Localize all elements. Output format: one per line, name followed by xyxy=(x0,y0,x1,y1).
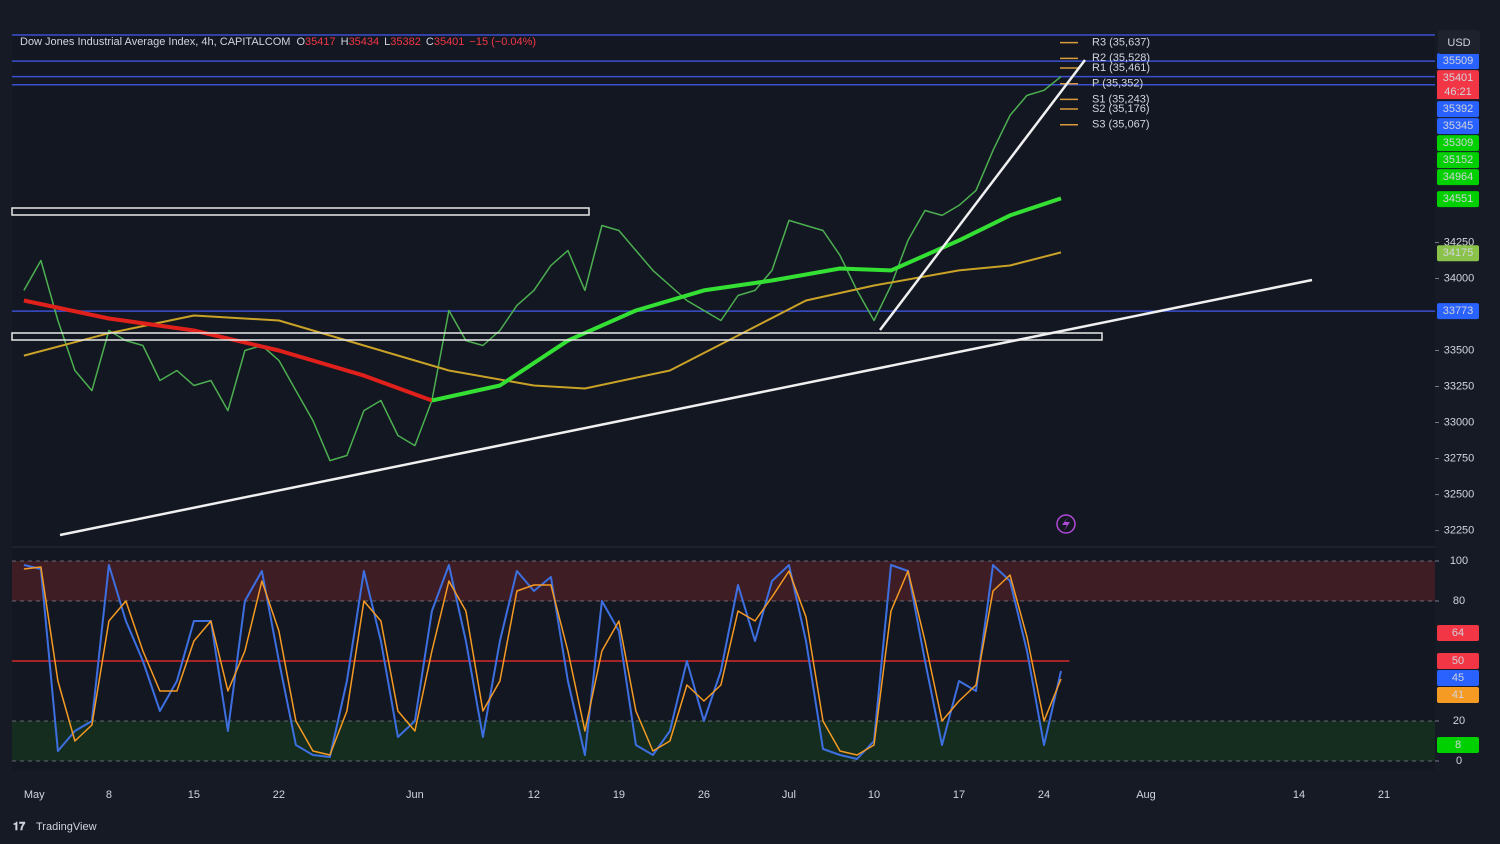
x-tick-label: 26 xyxy=(698,789,710,801)
pivot-label: P (35,352) xyxy=(1092,78,1143,90)
ohlc-key: L xyxy=(384,36,390,48)
x-tick-label: Aug xyxy=(1136,789,1156,801)
x-tick-label: 14 xyxy=(1293,789,1305,801)
x-tick-label: 19 xyxy=(613,789,625,801)
price-tag xyxy=(1437,303,1479,320)
pivot-label: S1 (35,243) xyxy=(1092,93,1149,105)
x-tick-label: Jul xyxy=(782,789,796,801)
y-tick-label: 100 xyxy=(1450,555,1468,567)
ohlc-value: 35401 xyxy=(434,36,465,48)
price-tag-label: 34175 xyxy=(1443,247,1474,259)
alert-icon[interactable] xyxy=(1056,514,1076,534)
y-tick-label: 32250 xyxy=(1444,524,1475,536)
x-tick-label: 8 xyxy=(106,789,112,801)
price-tag xyxy=(1437,625,1479,641)
change: −15 (−0.04%) xyxy=(469,36,536,48)
price-tag-label: 34964 xyxy=(1443,171,1474,183)
band xyxy=(12,561,1435,601)
price-tag-label: 35509 xyxy=(1443,55,1474,67)
price-tag-label: 35309 xyxy=(1443,137,1474,149)
ohlc-key: H xyxy=(341,36,349,48)
y-tick-label: 32750 xyxy=(1444,452,1475,464)
pivot-label: S2 (35,176) xyxy=(1092,103,1149,115)
plot-area xyxy=(12,35,1435,770)
alert-bolt xyxy=(1062,517,1070,531)
price-tag xyxy=(1437,245,1479,262)
brand-name: TradingView xyxy=(36,821,97,833)
zone-rect xyxy=(11,207,590,216)
price-tag xyxy=(1437,101,1479,118)
series-line xyxy=(23,564,1062,760)
y-tick-label: 32500 xyxy=(1444,488,1475,500)
y-tick-label: 80 xyxy=(1453,595,1465,607)
pivot-label: R2 (35,528) xyxy=(1092,52,1150,64)
series-line xyxy=(23,76,1062,462)
price-tag xyxy=(1437,670,1479,686)
y-tick-label: 33000 xyxy=(1444,416,1475,428)
price-tag-label: 34551 xyxy=(1443,193,1474,205)
brand: 𝟏𝟕 TradingView xyxy=(13,821,97,833)
series-line xyxy=(23,251,1062,390)
y-tick-label: 33500 xyxy=(1444,344,1475,356)
x-tick-label: 17 xyxy=(953,789,965,801)
x-tick-label: 12 xyxy=(528,789,540,801)
y-tick-label: 20 xyxy=(1453,715,1465,727)
symbol-title: Dow Jones Industrial Average Index, 4h, … xyxy=(20,36,290,48)
price-tag xyxy=(1437,169,1479,186)
brand-logo: 𝟏𝟕 xyxy=(13,821,26,833)
price-tag xyxy=(1437,118,1479,135)
ohlc-value: 35382 xyxy=(390,36,421,48)
x-tick-label: Jun xyxy=(406,789,424,801)
price-tag-label: 64 xyxy=(1452,627,1464,639)
price-tag-label: 50 xyxy=(1452,655,1464,667)
zone-rect xyxy=(11,332,1103,341)
price-tag-label: 35392 xyxy=(1443,103,1474,115)
ohlc-value: 35434 xyxy=(349,36,380,48)
price-tag-label: 41 xyxy=(1452,689,1464,701)
price-tag-label: 35401 xyxy=(1443,72,1474,84)
x-tick-label: 15 xyxy=(188,789,200,801)
x-tick-label: 21 xyxy=(1378,789,1390,801)
x-tick-label: 10 xyxy=(868,789,880,801)
countdown-box xyxy=(1437,85,1479,100)
ohlc: O35417 H35434 L35382 C35401 xyxy=(296,36,464,48)
x-tick-label: 24 xyxy=(1038,789,1050,801)
pivot-label: S3 (35,067) xyxy=(1092,119,1149,131)
y-tick-label: 0 xyxy=(1456,755,1462,767)
y-tick-label: 33250 xyxy=(1444,380,1475,392)
price-tag xyxy=(1437,152,1479,169)
trend-line xyxy=(879,59,1086,331)
countdown: 46:21 xyxy=(1444,86,1472,98)
price-tag xyxy=(1437,70,1479,87)
ohlc-key: O xyxy=(296,36,305,48)
ohlc-value: 35417 xyxy=(305,36,336,48)
currency-button[interactable] xyxy=(1438,30,1480,54)
price-tag-label: 35345 xyxy=(1443,120,1474,132)
x-tick-label: May xyxy=(24,789,45,801)
y-tick-label: 34000 xyxy=(1444,272,1475,284)
price-tag-label: 33773 xyxy=(1443,305,1474,317)
currency[interactable]: USD xyxy=(1447,37,1470,49)
chart-layer: 3225032500327503300033250335003400034250… xyxy=(12,37,1479,801)
price-tag-label: 8 xyxy=(1455,739,1461,751)
pivot-label: R1 (35,461) xyxy=(1092,62,1150,74)
price-tag xyxy=(1437,191,1479,208)
price-tag-label: 45 xyxy=(1452,672,1464,684)
price-tag-label: 35152 xyxy=(1443,154,1474,166)
price-tag xyxy=(1437,135,1479,152)
series-line xyxy=(23,566,1062,756)
x-tick-label: 22 xyxy=(273,789,285,801)
price-tag xyxy=(1437,737,1479,753)
price-tag xyxy=(1437,53,1479,70)
header: Dow Jones Industrial Average Index, 4h, … xyxy=(20,36,536,48)
price-tag xyxy=(1437,653,1479,669)
ohlc-key: C xyxy=(426,36,434,48)
trend-line xyxy=(59,278,1313,537)
series-line xyxy=(431,196,1062,403)
pivot-label: R3 (35,637) xyxy=(1092,37,1150,49)
price-tag xyxy=(1437,687,1479,703)
band xyxy=(12,721,1435,761)
